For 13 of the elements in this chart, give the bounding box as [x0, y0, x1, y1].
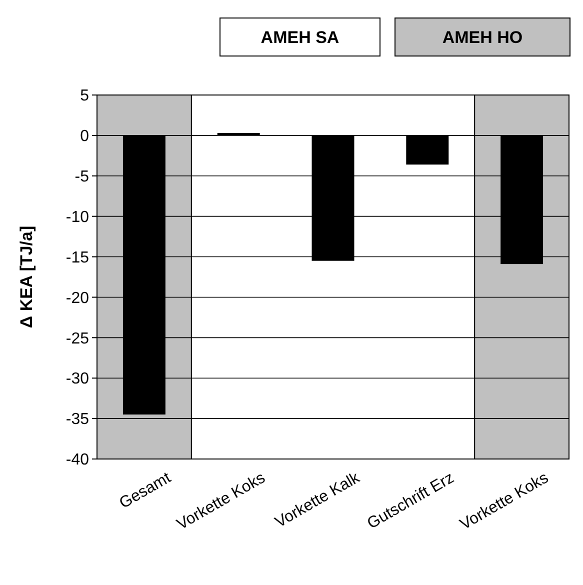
y-tick-label: -20 — [66, 290, 90, 307]
y-tick-label: -35 — [66, 411, 90, 428]
y-tick-label: -5 — [74, 168, 90, 186]
y-tick-label: -25 — [66, 330, 90, 348]
y-tick-label: -15 — [66, 249, 90, 266]
y-tick-label: -30 — [66, 370, 90, 388]
text: AMEH SA — [260, 28, 340, 47]
y-tick-label: 0 — [80, 128, 90, 146]
text: AMEH HO — [442, 28, 523, 47]
y-axis-title: Δ KEA [TJ/a] — [17, 226, 36, 328]
y-tick-label: -10 — [66, 208, 90, 226]
y-tick-label: 5 — [80, 88, 90, 105]
y-tick-label: -40 — [66, 452, 90, 469]
